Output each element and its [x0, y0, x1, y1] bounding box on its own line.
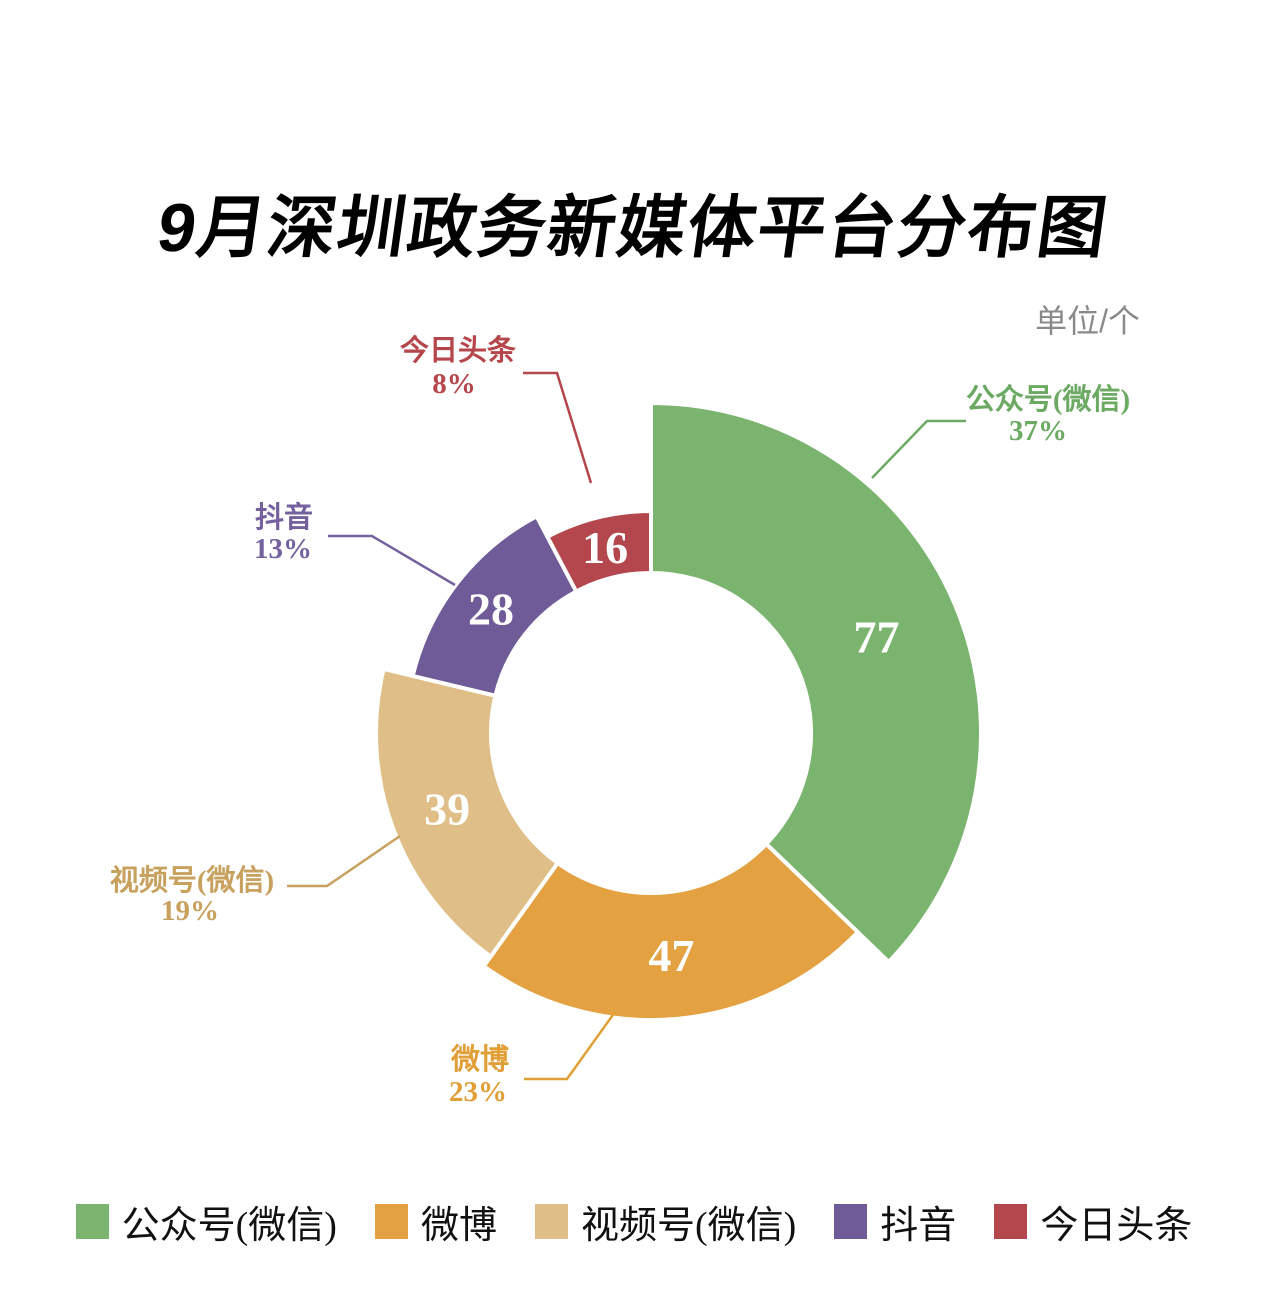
- slice-value-抖音: 28: [468, 583, 514, 634]
- pie-sector-公众号(微信)[interactable]: [649, 400, 983, 965]
- legend-item-今日头条[interactable]: 今日头条: [994, 1194, 1192, 1249]
- legend-item-视频号(微信)[interactable]: 视频号(微信): [534, 1194, 797, 1249]
- legend-label: 公众号(微信): [121, 1205, 337, 1247]
- legend-swatch-icon: [75, 1204, 109, 1239]
- unit-label: 单位/个: [1035, 303, 1140, 339]
- legend-label: 抖音: [880, 1205, 957, 1247]
- pie-sector-今日头条[interactable]: [544, 508, 653, 595]
- leader-line-抖音: [328, 534, 456, 587]
- pie-sector-微博[interactable]: [480, 841, 861, 1023]
- legend: 公众号(微信) 微博 视频号(微信) 抖音 今日头条: [0, 1194, 1268, 1249]
- callout-percent-今日头条: 8%: [432, 368, 476, 400]
- leader-line-视频号(微信): [287, 834, 401, 888]
- slice-value-今日头条: 16: [582, 522, 628, 573]
- callout-name-今日头条: 今日头条: [400, 333, 516, 367]
- legend-swatch-icon: [374, 1204, 408, 1239]
- legend-label: 今日头条: [1040, 1205, 1193, 1247]
- legend-item-微博[interactable]: 微博: [374, 1194, 497, 1249]
- slice-value-微博: 47: [648, 930, 694, 981]
- callout-percent-公众号(微信): 37%: [1009, 415, 1067, 447]
- callout-percent-微博: 23%: [449, 1076, 507, 1108]
- leader-line-公众号(微信): [871, 419, 966, 479]
- slice-value-公众号(微信): 77: [853, 612, 899, 663]
- legend-swatch-icon: [534, 1204, 568, 1239]
- slice-value-视频号(微信): 39: [424, 783, 470, 834]
- callout-name-公众号(微信): 公众号(微信): [966, 383, 1130, 416]
- callout-name-视频号(微信): 视频号(微信): [110, 864, 274, 897]
- callout-percent-抖音: 13%: [254, 533, 312, 565]
- callout-name-微博: 微博: [450, 1043, 509, 1076]
- legend-label: 视频号(微信): [580, 1205, 797, 1247]
- legend-item-抖音[interactable]: 抖音: [834, 1194, 956, 1249]
- callout-percent-视频号(微信): 19%: [161, 895, 219, 927]
- pie-sector-视频号(微信)[interactable]: [374, 666, 561, 960]
- pie-sector-抖音[interactable]: [410, 513, 580, 699]
- legend-item-公众号(微信)[interactable]: 公众号(微信): [75, 1194, 337, 1249]
- legend-swatch-icon: [994, 1204, 1028, 1239]
- legend-swatch-icon: [834, 1204, 868, 1239]
- leader-line-今日头条: [523, 371, 593, 484]
- callout-name-抖音: 抖音: [255, 500, 313, 534]
- legend-label: 微博: [420, 1205, 497, 1247]
- leader-line-微博: [524, 1011, 617, 1081]
